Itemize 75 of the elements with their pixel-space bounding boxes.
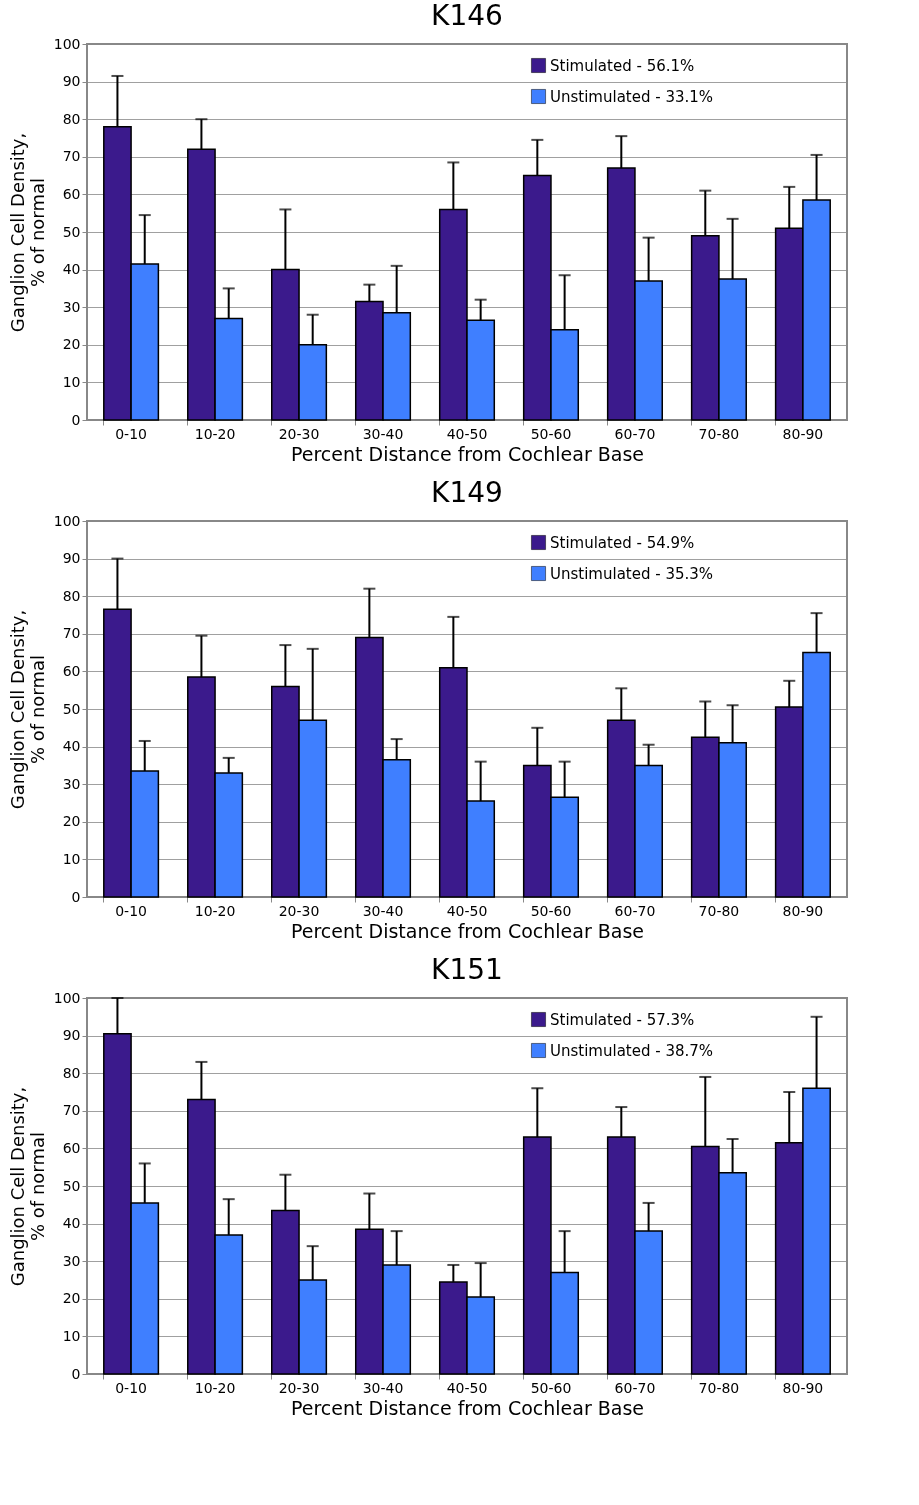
x-tick-label: 60-70	[614, 1379, 656, 1396]
x-tick-label: 50-60	[530, 902, 572, 919]
x-tick-label: 20-30	[278, 902, 320, 919]
y-tick-label: 100	[53, 989, 81, 1006]
y-tick-label: 80	[62, 110, 81, 127]
y-tick-label: 50	[62, 223, 81, 240]
y-tick-label: 90	[62, 1027, 81, 1044]
x-tick-label: 20-30	[278, 1379, 320, 1396]
legend-label: Unstimulated - 38.7%	[550, 1041, 714, 1060]
x-tick-label: 50-60	[530, 425, 572, 442]
chart-title: K149	[431, 476, 503, 509]
x-tick-label: 30-40	[362, 902, 404, 919]
x-tick-label: 60-70	[614, 425, 656, 442]
x-axis-title: Percent Distance from Cochlear Base	[290, 1396, 645, 1419]
y-tick-label: 70	[62, 1102, 81, 1119]
y-tick-label: 100	[53, 35, 81, 52]
x-tick-label: 20-30	[278, 425, 320, 442]
y-tick-label: 0	[71, 888, 81, 905]
x-tick-label: 30-40	[362, 425, 404, 442]
x-tick-label: 70-80	[698, 425, 740, 442]
x-tick-label: 50-60	[530, 1379, 572, 1396]
y-tick-label: 90	[62, 550, 81, 567]
legend-label: Stimulated - 57.3%	[550, 1010, 695, 1029]
y-tick-label: 20	[62, 1290, 81, 1307]
x-tick-label: 60-70	[614, 902, 656, 919]
x-tick-label: 80-90	[782, 1379, 824, 1396]
legend-label: Unstimulated - 33.1%	[550, 87, 714, 106]
x-tick-label: 0-10	[115, 425, 147, 442]
y-axis-title: Ganglion Cell Density, % of normal	[6, 132, 48, 333]
y-tick-label: 20	[62, 336, 81, 353]
y-tick-label: 0	[71, 411, 81, 428]
y-tick-label: 60	[62, 1139, 81, 1156]
legend-label: Unstimulated - 35.3%	[550, 564, 714, 583]
y-tick-label: 30	[62, 298, 81, 315]
chart-title: K151	[431, 953, 503, 986]
y-tick-label: 40	[62, 738, 81, 755]
x-tick-label: 0-10	[115, 902, 147, 919]
y-tick-label: 100	[53, 512, 81, 529]
y-tick-label: 40	[62, 1215, 81, 1232]
y-tick-label: 10	[62, 1327, 81, 1344]
y-tick-label: 30	[62, 775, 81, 792]
y-axis-title: Ganglion Cell Density, % of normal	[6, 1086, 48, 1287]
x-axis-title: Percent Distance from Cochlear Base	[290, 442, 645, 465]
y-tick-label: 20	[62, 813, 81, 830]
y-tick-label: 70	[62, 148, 81, 165]
x-tick-label: 40-50	[446, 1379, 488, 1396]
y-tick-label: 50	[62, 1177, 81, 1194]
chart-title: K146	[431, 0, 503, 32]
x-tick-label: 80-90	[782, 902, 824, 919]
x-tick-label: 40-50	[446, 902, 488, 919]
y-tick-label: 0	[71, 1365, 81, 1382]
y-tick-label: 80	[62, 1064, 81, 1081]
x-tick-label: 40-50	[446, 425, 488, 442]
y-tick-label: 10	[62, 373, 81, 390]
y-tick-label: 60	[62, 662, 81, 679]
x-tick-label: 10-20	[194, 425, 236, 442]
y-axis-title: Ganglion Cell Density, % of normal	[6, 609, 48, 810]
y-tick-label: 10	[62, 850, 81, 867]
x-tick-label: 30-40	[362, 1379, 404, 1396]
x-tick-label: 70-80	[698, 902, 740, 919]
x-tick-label: 0-10	[115, 1379, 147, 1396]
y-tick-label: 90	[62, 73, 81, 90]
legend-label: Stimulated - 56.1%	[550, 56, 695, 75]
y-tick-label: 30	[62, 1252, 81, 1269]
x-axis-title: Percent Distance from Cochlear Base	[290, 919, 645, 942]
y-tick-label: 70	[62, 625, 81, 642]
x-tick-label: 70-80	[698, 1379, 740, 1396]
y-tick-label: 60	[62, 185, 81, 202]
y-tick-label: 40	[62, 261, 81, 278]
x-tick-label: 10-20	[194, 1379, 236, 1396]
x-tick-label: 80-90	[782, 425, 824, 442]
x-tick-label: 10-20	[194, 902, 236, 919]
y-tick-label: 50	[62, 700, 81, 717]
y-tick-label: 80	[62, 587, 81, 604]
legend-label: Stimulated - 54.9%	[550, 533, 695, 552]
